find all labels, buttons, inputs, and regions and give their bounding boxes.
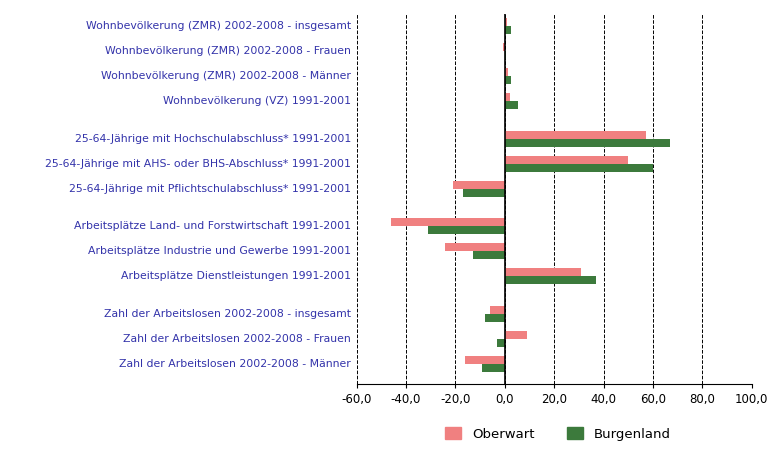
Bar: [505, 26, 511, 34]
Bar: [485, 314, 505, 322]
Bar: [505, 93, 510, 101]
Bar: [498, 339, 505, 347]
Bar: [473, 251, 505, 259]
Bar: [428, 226, 505, 234]
Bar: [505, 18, 507, 26]
Bar: [453, 181, 505, 189]
Bar: [505, 101, 518, 109]
Bar: [505, 331, 527, 339]
Bar: [505, 68, 508, 76]
Bar: [505, 156, 629, 164]
Bar: [463, 189, 505, 197]
Bar: [505, 164, 653, 172]
Bar: [505, 268, 581, 276]
Bar: [490, 306, 505, 314]
Bar: [505, 276, 596, 284]
Bar: [504, 43, 505, 51]
Bar: [505, 51, 506, 59]
Bar: [391, 218, 505, 226]
Bar: [505, 139, 670, 147]
Bar: [505, 76, 511, 84]
Legend: Oberwart, Burgenland: Oberwart, Burgenland: [440, 422, 676, 446]
Bar: [505, 131, 646, 139]
Bar: [465, 356, 505, 364]
Bar: [446, 243, 505, 251]
Bar: [483, 364, 505, 372]
